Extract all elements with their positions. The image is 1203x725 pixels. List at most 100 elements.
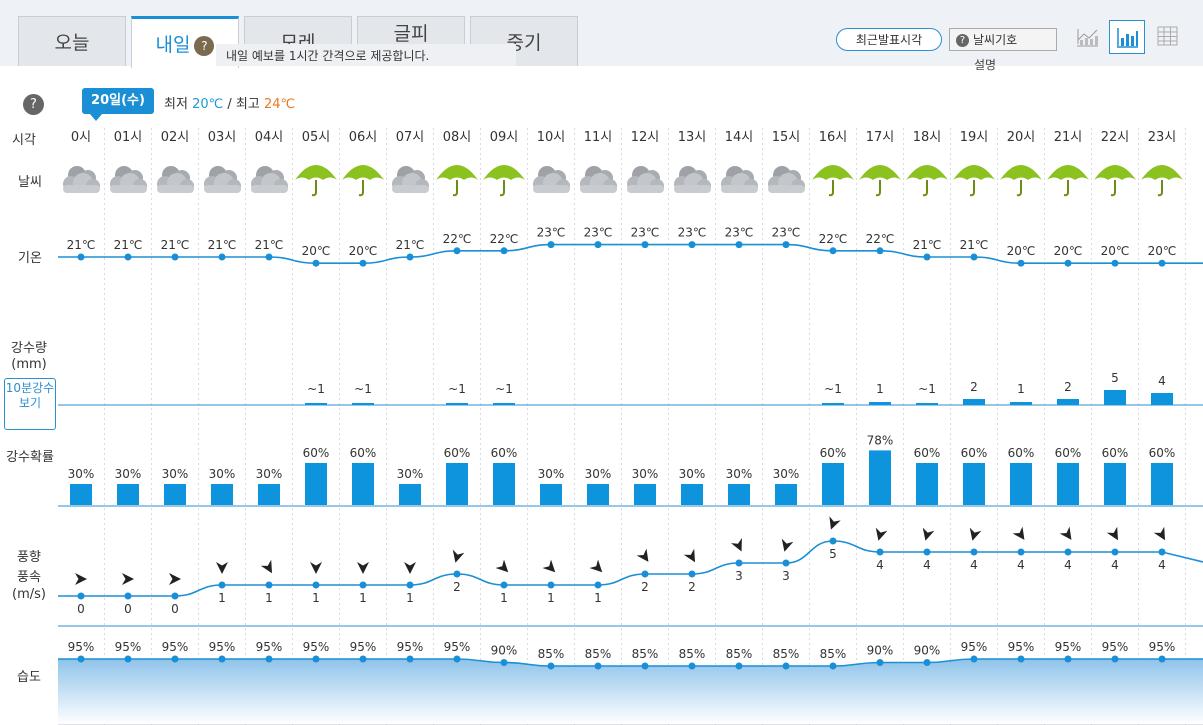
cloud-icon xyxy=(580,166,617,193)
tab-today[interactable]: 오늘 xyxy=(18,16,126,66)
humidity-point xyxy=(970,655,978,663)
humidity-label: 85% xyxy=(585,647,612,661)
rain-prob-bar xyxy=(540,484,562,505)
recent-release-button[interactable]: 최근발표시각 xyxy=(836,28,942,51)
humidity-point xyxy=(1111,655,1119,663)
chart-help-icon[interactable]: ? xyxy=(23,94,44,115)
row-label-temp: 기온 xyxy=(18,251,42,266)
hour-label: 12시 xyxy=(631,130,660,145)
hour-label: 11시 xyxy=(584,130,613,145)
wind-speed-point xyxy=(453,570,461,578)
umbrella-canopy xyxy=(295,165,337,180)
wind-speed-label: 4 xyxy=(970,558,978,572)
humidity-label: 85% xyxy=(538,647,565,661)
wind-speed-point xyxy=(218,581,226,589)
temp-min-max: 최저 20℃ / 최고 24℃ xyxy=(164,93,295,112)
rain-prob-bar xyxy=(446,463,468,505)
rain-amount-bar xyxy=(916,403,938,405)
wind-direction-arrow-icon xyxy=(75,573,87,585)
wind-speed-point xyxy=(970,548,978,556)
max-temp-label: 최고 xyxy=(235,97,260,112)
wind-speed-label: 1 xyxy=(359,591,367,605)
wind-speed-label: 0 xyxy=(171,602,179,616)
rain-prob-label: 30% xyxy=(538,467,565,481)
min-temp-label: 최저 xyxy=(164,97,188,112)
temperature-label: 20℃ xyxy=(1148,244,1177,258)
wind-speed-label: 4 xyxy=(1064,558,1072,572)
humidity-area xyxy=(58,659,1203,724)
wind-direction-arrow-icon xyxy=(589,559,603,573)
wind-speed-label: 4 xyxy=(1158,558,1166,572)
rain-amount-bar xyxy=(1151,393,1173,405)
temperature-label: 22℃ xyxy=(443,232,472,246)
umbrella-canopy xyxy=(1000,165,1042,180)
temperature-point xyxy=(312,259,320,267)
temperature-point xyxy=(688,241,696,249)
wind-speed-label: 2 xyxy=(641,580,649,594)
temperature-point xyxy=(876,247,884,255)
rain-amount-label: ~1 xyxy=(495,382,513,396)
rain-prob-label: 30% xyxy=(68,467,95,481)
wind-speed-point xyxy=(171,592,179,600)
cloud-base xyxy=(204,185,241,193)
wind-speed-label: 1 xyxy=(406,591,414,605)
wind-speed-point xyxy=(265,581,273,589)
cloud-icon xyxy=(768,166,805,193)
temperature-label: 21℃ xyxy=(913,238,942,252)
umbrella-canopy xyxy=(1094,165,1136,180)
rain-amount-label: ~1 xyxy=(824,382,842,396)
humidity-label: 85% xyxy=(773,647,800,661)
rain-amount-label: 2 xyxy=(1064,380,1072,394)
rain-prob-bar xyxy=(493,463,515,505)
temperature-label: 22℃ xyxy=(490,232,519,246)
umbrella-handle xyxy=(828,180,834,197)
rain-prob-label: 30% xyxy=(679,467,706,481)
cloud-base xyxy=(580,185,617,193)
temperature-label: 23℃ xyxy=(584,226,613,240)
humidity-label: 95% xyxy=(209,640,236,654)
rain-amount-bar xyxy=(493,403,515,405)
view-bar-chart-button[interactable] xyxy=(1109,20,1145,54)
temperature-point xyxy=(359,259,367,267)
temperature-label: 21℃ xyxy=(67,238,96,252)
temperature-point xyxy=(1064,259,1072,267)
rain-prob-bar xyxy=(869,450,891,505)
rain-prob-label: 60% xyxy=(303,446,330,460)
ten-minute-rain-button[interactable]: 10분강수보기 xyxy=(4,378,56,430)
rain-prob-label: 60% xyxy=(820,446,847,460)
wind-direction-arrow-icon xyxy=(216,562,228,574)
cloud-icon xyxy=(674,166,711,193)
wind-speed-point xyxy=(594,581,602,589)
humidity-label: 95% xyxy=(1102,640,1129,654)
temperature-label: 21℃ xyxy=(114,238,143,252)
rain-amount-bar xyxy=(1057,399,1079,405)
hour-label: 20시 xyxy=(1007,130,1036,145)
temperature-point xyxy=(218,253,226,261)
humidity-label: 95% xyxy=(256,640,283,654)
view-table-button[interactable] xyxy=(1150,20,1186,54)
temperature-label: 22℃ xyxy=(819,232,848,246)
cloud-icon xyxy=(251,166,288,193)
view-line-chart-button[interactable] xyxy=(1070,20,1106,54)
hour-label: 0시 xyxy=(71,130,91,145)
umbrella-icon xyxy=(342,165,384,197)
min-max-separator: / xyxy=(227,97,232,112)
wind-speed-point xyxy=(312,581,320,589)
temperature-point xyxy=(970,253,978,261)
humidity-point xyxy=(218,655,226,663)
wind-direction-arrow-icon xyxy=(922,527,935,541)
temperature-label: 21℃ xyxy=(396,238,425,252)
wind-speed-point xyxy=(124,592,132,600)
temperature-label: 21℃ xyxy=(208,238,237,252)
rain-prob-label: 30% xyxy=(726,467,753,481)
rain-amount-bar xyxy=(1010,402,1032,405)
description-label: 설명 xyxy=(974,58,997,72)
umbrella-handle xyxy=(358,180,364,197)
tomorrow-help-icon[interactable]: ? xyxy=(194,35,215,56)
rain-prob-label: 30% xyxy=(585,467,612,481)
humidity-label: 95% xyxy=(1008,640,1035,654)
hour-label: 13시 xyxy=(678,130,707,145)
weather-symbol-button[interactable]: ? 날씨기호 xyxy=(949,28,1057,51)
rain-amount-bar xyxy=(963,399,985,405)
temperature-label: 23℃ xyxy=(631,226,660,240)
